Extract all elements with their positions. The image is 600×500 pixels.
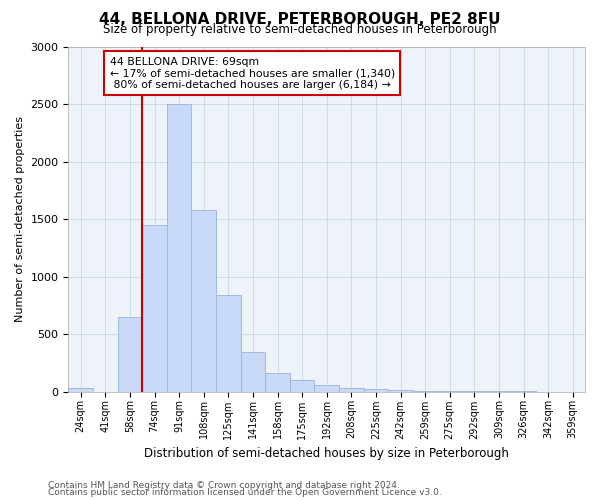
Bar: [314, 384, 339, 392]
Bar: [364, 389, 388, 392]
Bar: [388, 390, 413, 392]
Text: 44 BELLONA DRIVE: 69sqm
← 17% of semi-detached houses are smaller (1,340)
 80% o: 44 BELLONA DRIVE: 69sqm ← 17% of semi-de…: [110, 57, 395, 90]
Text: Contains HM Land Registry data © Crown copyright and database right 2024.: Contains HM Land Registry data © Crown c…: [48, 480, 400, 490]
Text: Size of property relative to semi-detached houses in Peterborough: Size of property relative to semi-detach…: [103, 22, 497, 36]
Bar: [437, 391, 462, 392]
Bar: [216, 295, 241, 392]
Bar: [413, 390, 437, 392]
Bar: [241, 352, 265, 392]
Bar: [142, 225, 167, 392]
Bar: [191, 210, 216, 392]
Bar: [290, 380, 314, 392]
Bar: [339, 388, 364, 392]
Text: Contains public sector information licensed under the Open Government Licence v3: Contains public sector information licen…: [48, 488, 442, 497]
Bar: [167, 104, 191, 392]
Y-axis label: Number of semi-detached properties: Number of semi-detached properties: [15, 116, 25, 322]
Bar: [118, 317, 142, 392]
Bar: [265, 373, 290, 392]
X-axis label: Distribution of semi-detached houses by size in Peterborough: Distribution of semi-detached houses by …: [144, 447, 509, 460]
Text: 44, BELLONA DRIVE, PETERBOROUGH, PE2 8FU: 44, BELLONA DRIVE, PETERBOROUGH, PE2 8FU: [99, 12, 501, 28]
Bar: [68, 388, 93, 392]
